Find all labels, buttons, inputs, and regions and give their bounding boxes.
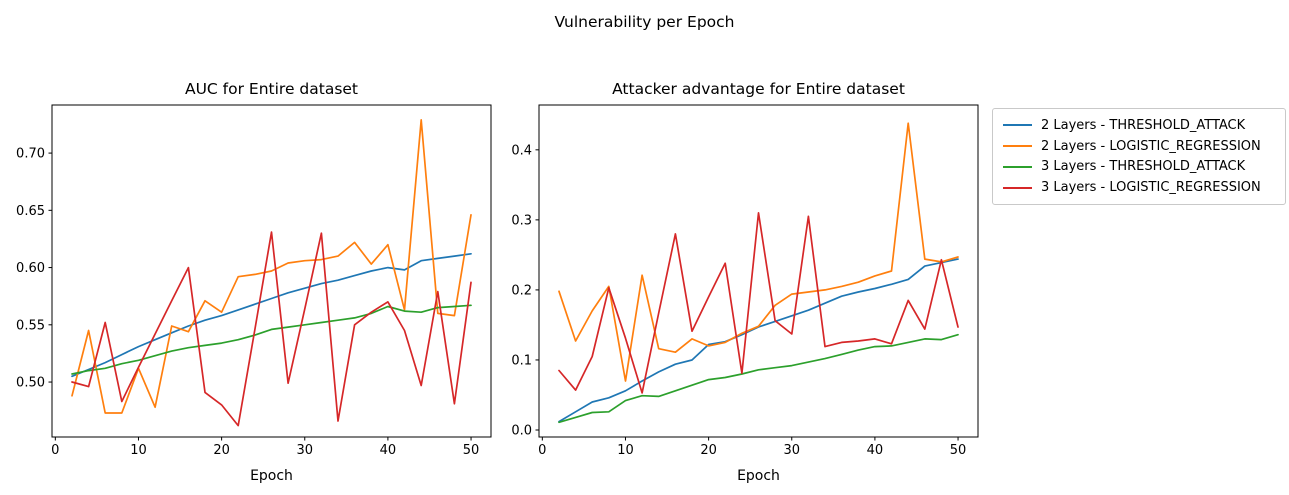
axes-frame [538,104,979,438]
left-chart-xlabel: Epoch [250,468,293,484]
legend-item-label: 3 Layers - THRESHOLD_ATTACK [1041,159,1246,175]
axes-frame [51,104,492,438]
legend-line-swatch [1003,124,1032,127]
right-chart-xlabel: Epoch [737,468,780,484]
legend-item: 2 Layers - THRESHOLD_ATTACK [999,115,1279,136]
x-tick-label: 0 [538,443,546,458]
x-tick-label: 30 [296,443,313,458]
legend-item: 2 Layers - LOGISTIC_REGRESSION [999,136,1279,157]
y-tick-label: 0.70 [16,147,45,162]
y-tick-label: 0.65 [16,204,45,219]
figure-suptitle: Vulnerability per Epoch [554,13,735,31]
y-tick-label: 0.60 [16,261,45,276]
series-line-2-layers-logistic-regression [558,122,959,382]
x-tick-label: 30 [783,443,800,458]
y-tick-label: 0.0 [511,423,532,438]
legend-item-label: 3 Layers - LOGISTIC_REGRESSION [1041,180,1261,196]
legend-box: 2 Layers - THRESHOLD_ATTACK 2 Layers - LO… [992,108,1286,205]
x-tick-label: 20 [700,443,717,458]
x-tick-label: 40 [380,443,397,458]
series-line-3-layers-threshold-attack [71,304,472,375]
y-tick-label: 0.1 [511,353,532,368]
legend-item-label: 2 Layers - LOGISTIC_REGRESSION [1041,138,1261,154]
y-tick-label: 0.4 [511,143,532,158]
y-tick-label: 0.3 [511,213,532,228]
legend-item: 3 Layers - THRESHOLD_ATTACK [999,157,1279,178]
right-chart-title: Attacker advantage for Entire dataset [612,80,905,98]
legend-item-label: 2 Layers - THRESHOLD_ATTACK [1041,117,1246,133]
series-line-3-layers-threshold-attack [558,333,959,424]
y-tick-label: 0.50 [16,376,45,391]
x-tick-label: 10 [130,443,147,458]
x-tick-label: 10 [617,443,634,458]
series-line-2-layers-threshold-attack [71,252,472,378]
series-line-3-layers-logistic-regression [71,231,472,427]
legend-item: 3 Layers - LOGISTIC_REGRESSION [999,177,1279,198]
y-tick-label: 0.2 [511,283,532,298]
legend-line-swatch [1003,145,1032,148]
x-tick-label: 40 [867,443,884,458]
legend-line-swatch [1003,165,1032,168]
series-line-3-layers-logistic-regression [558,212,959,394]
x-tick-label: 0 [51,443,59,458]
legend-line-swatch [1003,186,1032,189]
y-tick-label: 0.55 [16,318,45,333]
x-tick-label: 50 [950,443,967,458]
x-tick-label: 50 [463,443,480,458]
x-tick-label: 20 [213,443,230,458]
left-chart-title: AUC for Entire dataset [184,80,359,98]
